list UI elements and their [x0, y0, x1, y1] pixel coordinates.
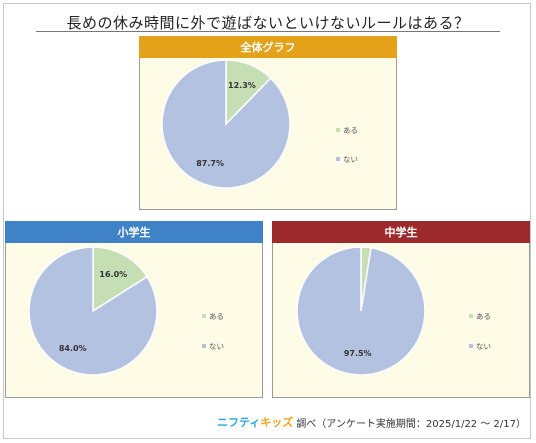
legend-label-junior-high-aru: ある	[476, 312, 491, 321]
legend-label-elementary-nai: ない	[209, 342, 224, 351]
legend-swatch-all-nai	[336, 157, 340, 161]
brand-logo-part-2: キッズ	[260, 416, 294, 429]
data-label-all-nai: 87.7%	[196, 159, 224, 168]
legend-label-all-nai: ない	[343, 155, 358, 164]
legend-label-all-aru: ある	[343, 126, 358, 135]
pie-slice-all-nai	[161, 59, 291, 189]
data-label-elementary-nai: 84.0%	[59, 344, 87, 353]
title-underline	[36, 31, 500, 32]
legend-swatch-elementary-aru	[202, 314, 206, 318]
data-label-junior-high-aru: 2.5%	[359, 243, 381, 244]
pie-slice-elementary-nai	[28, 246, 158, 376]
panel-header-junior-high: 中学生	[272, 221, 530, 243]
legend-swatch-junior-high-nai	[469, 344, 473, 348]
data-label-all-aru: 12.3%	[228, 81, 256, 90]
legend-label-junior-high-nai: ない	[476, 342, 491, 351]
data-label-elementary-aru: 16.0%	[99, 270, 127, 279]
brand-logo-part-1: ニフティ	[216, 416, 261, 429]
legend-swatch-elementary-nai	[202, 344, 206, 348]
pie-slice-elementary-aru	[92, 246, 149, 313]
legend-label-elementary-aru: ある	[209, 312, 224, 321]
pie-slice-junior-high-nai	[296, 246, 426, 376]
legend-swatch-junior-high-aru	[469, 314, 473, 318]
panel-header-elementary: 小学生	[5, 221, 263, 243]
chart-panel-elementary: 小学生 16.0% 84.0% あるない	[5, 221, 263, 398]
source-footer: ニフティ キッズ 調べ（アンケート実施期間：2025/1/22 ～ 2/17）	[217, 414, 526, 430]
legend-swatch-all-aru	[336, 128, 340, 132]
data-label-junior-high-nai: 97.5%	[344, 349, 372, 358]
chart-panel-all: 全体グラフ 12.3% 87.7% あるない	[139, 36, 397, 210]
survey-period-text: 調べ（アンケート実施期間：2025/1/22 ～ 2/17）	[296, 418, 526, 430]
figure-title: 長めの休み時間に外で遊ばないといけないルールはある？	[66, 14, 470, 32]
panel-header-all: 全体グラフ	[139, 36, 397, 58]
